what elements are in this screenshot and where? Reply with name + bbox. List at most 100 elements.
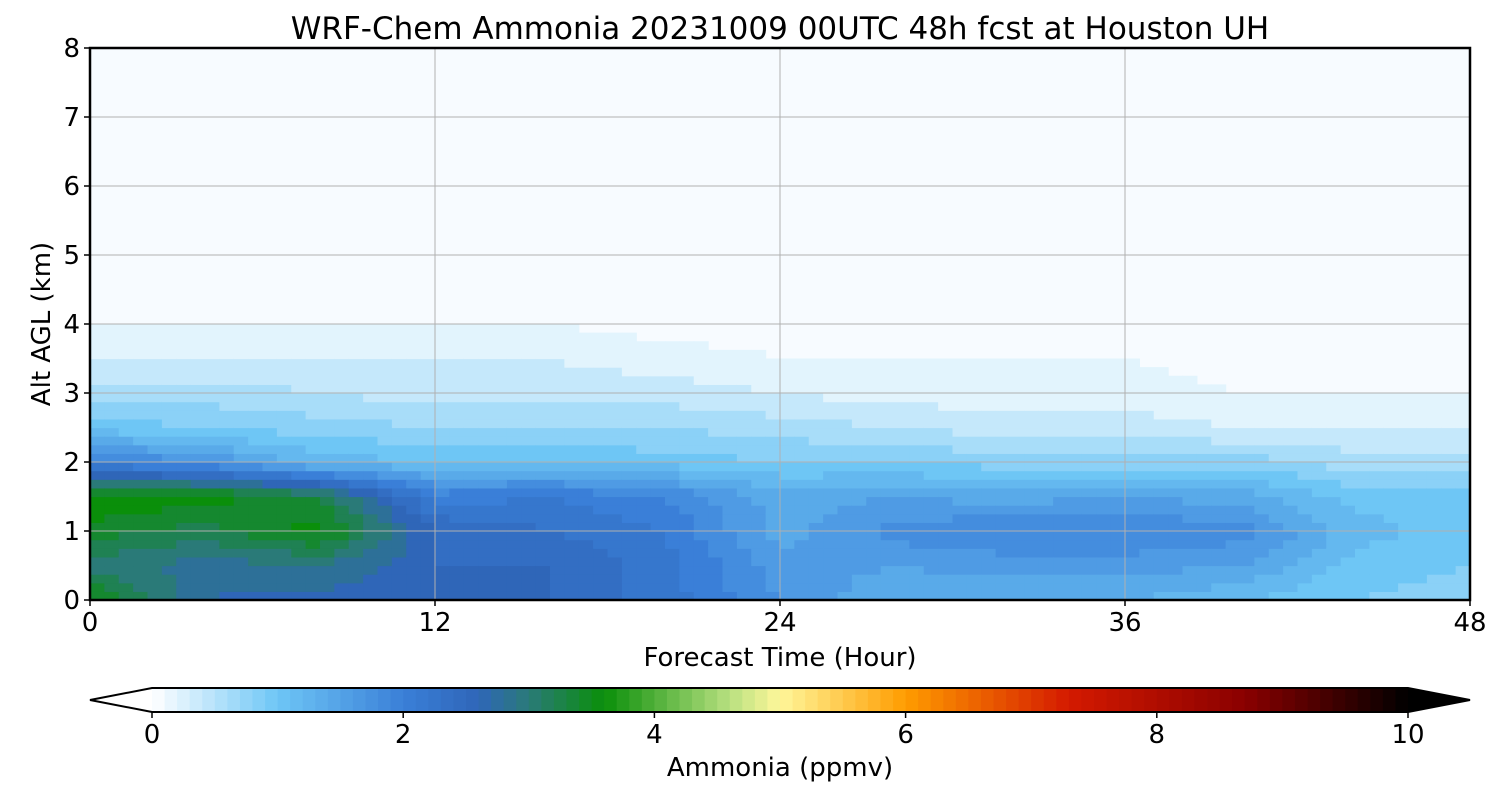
heatmap-cell bbox=[708, 453, 724, 463]
heatmap-cell bbox=[1311, 393, 1327, 403]
heatmap-cell bbox=[262, 384, 278, 394]
heatmap-cell bbox=[320, 539, 335, 549]
heatmap-cell bbox=[248, 556, 264, 567]
heatmap-cell bbox=[607, 384, 623, 394]
heatmap-cell bbox=[1326, 565, 1342, 575]
heatmap-cell bbox=[607, 574, 623, 584]
heatmap-cell bbox=[377, 341, 393, 351]
colorbar-segment bbox=[352, 688, 366, 712]
heatmap-cell bbox=[1053, 384, 1069, 394]
heatmap-cell bbox=[607, 591, 623, 601]
heatmap-cell bbox=[665, 574, 680, 584]
heatmap-cell bbox=[621, 556, 637, 567]
heatmap-cell bbox=[478, 574, 494, 584]
heatmap-cell bbox=[219, 349, 235, 360]
heatmap-cell bbox=[276, 367, 292, 377]
heatmap-cell bbox=[938, 462, 954, 472]
heatmap-cell bbox=[1125, 384, 1140, 394]
heatmap-cell bbox=[952, 418, 968, 429]
heatmap-cell bbox=[1038, 393, 1054, 403]
heatmap-cell bbox=[1426, 505, 1442, 515]
heatmap-cell bbox=[837, 513, 853, 523]
heatmap-cell bbox=[1455, 582, 1471, 592]
heatmap-cell bbox=[478, 505, 494, 515]
heatmap-cell bbox=[1240, 418, 1255, 429]
heatmap-cell bbox=[233, 479, 249, 489]
heatmap-cell bbox=[233, 324, 249, 334]
colorbar-segment bbox=[1244, 688, 1258, 712]
heatmap-cell bbox=[1081, 384, 1097, 394]
heatmap-cell bbox=[1240, 556, 1255, 567]
heatmap-cell bbox=[449, 453, 465, 463]
heatmap-cell bbox=[923, 418, 939, 429]
heatmap-cell bbox=[1067, 384, 1083, 394]
heatmap-cell bbox=[420, 341, 436, 351]
heatmap-cell bbox=[578, 505, 594, 515]
heatmap-cell bbox=[981, 462, 997, 472]
heatmap-cell bbox=[1125, 444, 1140, 454]
heatmap-cell bbox=[305, 582, 321, 592]
heatmap-cell bbox=[521, 470, 537, 480]
heatmap-cell bbox=[478, 539, 494, 549]
heatmap-cell bbox=[1053, 367, 1069, 377]
heatmap-cell bbox=[636, 349, 652, 360]
heatmap-cell bbox=[420, 453, 436, 463]
heatmap-cell bbox=[1110, 582, 1126, 592]
heatmap-cell bbox=[550, 487, 565, 498]
heatmap-cell bbox=[1225, 582, 1241, 592]
heatmap-cell bbox=[1110, 453, 1126, 463]
heatmap-cell bbox=[506, 427, 522, 437]
heatmap-cell bbox=[1225, 522, 1241, 532]
heatmap-cell bbox=[952, 358, 968, 368]
heatmap-cell bbox=[320, 531, 335, 541]
heatmap-cell bbox=[233, 565, 249, 575]
heatmap-cell bbox=[866, 479, 882, 489]
heatmap-cell bbox=[435, 358, 450, 368]
heatmap-cell bbox=[923, 505, 939, 515]
heatmap-cell bbox=[1225, 462, 1241, 472]
colorbar-segment bbox=[1169, 688, 1183, 712]
heatmap-cell bbox=[1110, 444, 1126, 454]
heatmap-cell bbox=[190, 324, 206, 334]
heatmap-cell bbox=[262, 358, 278, 368]
heatmap-cell bbox=[966, 574, 982, 584]
heatmap-cell bbox=[1038, 574, 1054, 584]
heatmap-cell bbox=[679, 582, 695, 592]
heatmap-cell bbox=[1240, 427, 1255, 437]
heatmap-cell bbox=[506, 479, 522, 489]
heatmap-cell bbox=[104, 324, 120, 334]
heatmap-cell bbox=[161, 384, 177, 394]
heatmap-cell bbox=[923, 444, 939, 454]
heatmap-cell bbox=[1010, 487, 1025, 498]
heatmap-cell bbox=[1168, 393, 1184, 403]
heatmap-cell bbox=[1010, 591, 1025, 601]
heatmap-cell bbox=[607, 565, 623, 575]
heatmap-cell bbox=[334, 358, 350, 368]
heatmap-cell bbox=[966, 548, 982, 558]
heatmap-cell bbox=[219, 384, 235, 394]
heatmap-cell bbox=[823, 505, 839, 515]
heatmap-cell bbox=[391, 574, 407, 584]
heatmap-cell bbox=[952, 453, 968, 463]
heatmap-cell bbox=[1125, 574, 1140, 584]
heatmap-cell bbox=[492, 522, 508, 532]
heatmap-cell bbox=[1283, 531, 1299, 541]
heatmap-cell bbox=[780, 582, 795, 592]
heatmap-cell bbox=[1268, 574, 1284, 584]
heatmap-cell bbox=[607, 531, 623, 541]
heatmap-cell bbox=[377, 522, 393, 532]
heatmap-cell bbox=[262, 418, 278, 429]
heatmap-cell bbox=[564, 349, 580, 360]
heatmap-cell bbox=[521, 410, 537, 420]
heatmap-cell bbox=[650, 531, 666, 541]
heatmap-cell bbox=[938, 375, 954, 385]
heatmap-cell bbox=[780, 393, 795, 403]
heatmap-cell bbox=[276, 565, 292, 575]
heatmap-cell bbox=[190, 539, 206, 549]
heatmap-cell bbox=[995, 462, 1011, 472]
heatmap-cell bbox=[1268, 462, 1284, 472]
heatmap-cell bbox=[1383, 539, 1399, 549]
heatmap-cell bbox=[621, 582, 637, 592]
heatmap-cell bbox=[535, 556, 551, 567]
heatmap-cell bbox=[1024, 367, 1040, 377]
